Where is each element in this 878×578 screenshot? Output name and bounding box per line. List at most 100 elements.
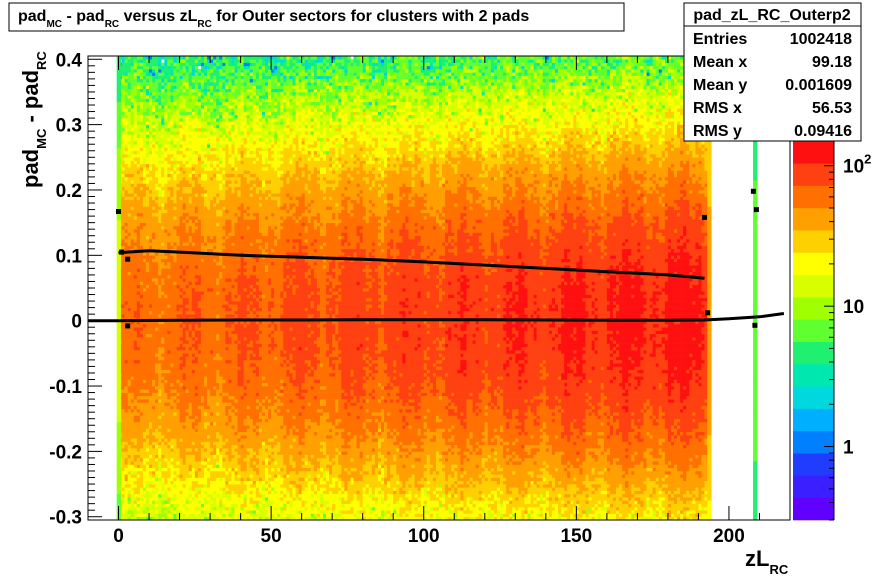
heatmap-cell <box>216 477 220 482</box>
heatmap-cell <box>219 232 223 237</box>
heatmap-cell <box>185 127 190 132</box>
heatmap-cell <box>167 366 171 370</box>
heatmap-cell <box>130 428 135 433</box>
heatmap-cell <box>207 271 211 276</box>
heatmap-cell <box>176 69 180 73</box>
heatmap-cell <box>173 490 177 495</box>
heatmap-cell <box>203 85 208 89</box>
heatmap-cell <box>191 193 196 197</box>
heatmap-cell <box>121 189 125 194</box>
heatmap-cell <box>182 209 186 214</box>
heatmap-cell <box>145 127 150 132</box>
heatmap-cell <box>173 114 177 119</box>
heatmap-cell <box>152 203 156 207</box>
heatmap-cell <box>167 294 171 299</box>
heatmap-cell <box>219 196 223 201</box>
heatmap-cell <box>216 235 220 240</box>
heatmap-cell <box>200 222 205 227</box>
heatmap-cell <box>121 477 125 482</box>
heatmap-cell <box>130 170 135 174</box>
heatmap-cell <box>130 212 135 217</box>
heatmap-cell <box>124 474 128 478</box>
heatmap-cell <box>121 114 125 119</box>
heatmap-cell <box>188 337 193 341</box>
heatmap-cell <box>149 98 153 103</box>
heatmap-cell <box>164 327 168 331</box>
heatmap-cell <box>216 353 220 357</box>
heatmap-cell <box>167 467 171 472</box>
heatmap-cell <box>142 281 147 286</box>
heatmap-cell <box>179 278 183 282</box>
heatmap-cell <box>213 65 217 70</box>
heatmap-cell <box>185 451 190 455</box>
heatmap-cell <box>121 425 125 429</box>
heatmap-cell <box>130 176 135 181</box>
heatmap-cell <box>185 265 190 269</box>
heatmap-cell <box>197 157 202 161</box>
heatmap-cell <box>158 310 162 315</box>
heatmap-cell <box>191 274 196 279</box>
heatmap-cell <box>219 118 223 122</box>
heatmap-cell <box>200 88 205 93</box>
heatmap-cell <box>130 219 135 223</box>
heatmap-cell <box>164 288 168 292</box>
heatmap-cell <box>203 457 208 462</box>
heatmap-cell <box>158 464 162 469</box>
heatmap-cell <box>130 105 135 109</box>
heatmap-cell <box>213 59 217 63</box>
heatmap-cell <box>167 59 171 63</box>
heatmap-cell <box>145 91 150 96</box>
heatmap-cell <box>210 457 214 462</box>
heatmap-cell <box>127 219 132 223</box>
heatmap-cell <box>139 356 144 361</box>
heatmap-cell <box>185 235 190 240</box>
heatmap-cell <box>136 219 141 223</box>
heatmap-cell <box>191 448 196 452</box>
heatmap-cell <box>213 291 217 295</box>
heatmap-cell <box>149 356 153 361</box>
heatmap-cell <box>182 118 186 122</box>
heatmap-cell <box>188 180 193 184</box>
heatmap-cell <box>219 464 223 469</box>
heatmap-cell <box>203 167 208 171</box>
heatmap-cell <box>216 490 220 495</box>
heatmap-cell <box>139 271 144 276</box>
heatmap-cell <box>139 330 144 335</box>
heatmap-cell <box>210 402 214 406</box>
heatmap-cell <box>167 199 171 204</box>
heatmap-cell <box>176 265 180 269</box>
heatmap-cell <box>176 101 180 106</box>
heatmap-cell <box>203 235 208 240</box>
heatmap-cell <box>136 111 141 116</box>
heatmap-cell <box>164 444 168 449</box>
heatmap-cell <box>219 281 223 286</box>
heatmap-cell <box>200 304 205 308</box>
heatmap-cell <box>136 232 141 237</box>
heatmap-cell <box>142 435 147 439</box>
heatmap-cell <box>185 108 190 112</box>
heatmap-cell <box>216 441 220 446</box>
heatmap-cell <box>133 137 138 142</box>
heatmap-cell <box>170 72 174 76</box>
heatmap-cell <box>170 75 174 80</box>
heatmap-cell <box>145 150 150 155</box>
heatmap-cell <box>164 421 168 426</box>
heatmap-cell <box>136 242 141 246</box>
heatmap-cell <box>149 193 153 197</box>
heatmap-cell <box>210 363 214 367</box>
heatmap-cell <box>197 108 202 112</box>
heatmap-cell <box>130 395 135 400</box>
heatmap-cell <box>142 160 147 165</box>
heatmap-cell <box>149 369 153 374</box>
heatmap-cell <box>203 248 208 253</box>
heatmap-cell <box>194 480 199 485</box>
heatmap-cell <box>167 281 171 286</box>
heatmap-cell <box>136 281 141 286</box>
heatmap-cell <box>130 343 135 348</box>
heatmap-cell <box>222 245 226 250</box>
heatmap-cell <box>167 457 171 462</box>
heatmap-cell <box>121 359 125 364</box>
heatmap-cell <box>127 346 132 351</box>
heatmap-cell <box>130 268 135 272</box>
heatmap-cell <box>194 382 199 387</box>
